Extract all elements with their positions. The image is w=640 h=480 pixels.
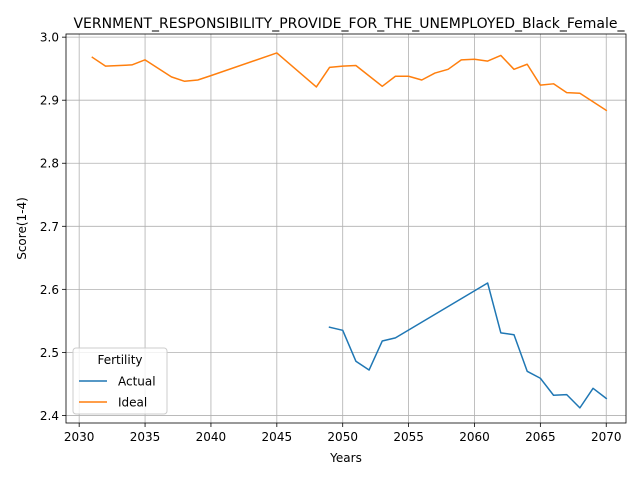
x-tick-label: 2050 xyxy=(327,430,358,444)
chart-title: VERNMENT_RESPONSIBILITY_PROVIDE_FOR_THE_… xyxy=(73,16,625,32)
x-tick-label: 2040 xyxy=(196,430,227,444)
legend-items: Actual Ideal xyxy=(79,375,156,410)
x-tick-label: 2065 xyxy=(525,430,556,444)
y-tick-label: 2.4 xyxy=(40,409,59,423)
series-line-ideal xyxy=(91,52,608,112)
series-line-actual xyxy=(328,282,608,409)
y-tick-label: 2.6 xyxy=(40,283,59,297)
grid-lines xyxy=(66,34,626,423)
x-tick-label: 2045 xyxy=(262,430,293,444)
series-layer xyxy=(91,52,608,409)
legend: Fertility Actual Ideal xyxy=(72,347,168,415)
x-axis-label: Years xyxy=(329,451,362,465)
y-axis-ticks: 2.4 2.5 2.6 2.7 2.8 2.9 3.0 xyxy=(40,31,66,423)
x-tick-label: 2030 xyxy=(64,430,95,444)
legend-title: Fertility xyxy=(97,353,142,367)
x-tick-label: 2070 xyxy=(591,430,622,444)
x-tick-label: 2055 xyxy=(393,430,424,444)
y-tick-label: 2.5 xyxy=(40,346,59,360)
y-tick-label: 3.0 xyxy=(40,31,59,45)
x-tick-label: 2035 xyxy=(130,430,161,444)
legend-label-actual: Actual xyxy=(118,375,156,389)
y-tick-label: 2.8 xyxy=(40,157,59,171)
legend-box xyxy=(72,347,168,415)
legend-label-ideal: Ideal xyxy=(118,396,147,410)
y-tick-label: 2.9 xyxy=(40,94,59,108)
x-axis-ticks: 2030 2035 2040 2045 2050 2055 2060 2065 2070 xyxy=(64,423,622,444)
x-tick-label: 2060 xyxy=(459,430,490,444)
y-axis-label: Score(1-4) xyxy=(15,197,29,260)
plot-frame xyxy=(65,33,627,424)
y-tick-label: 2.7 xyxy=(40,220,59,234)
